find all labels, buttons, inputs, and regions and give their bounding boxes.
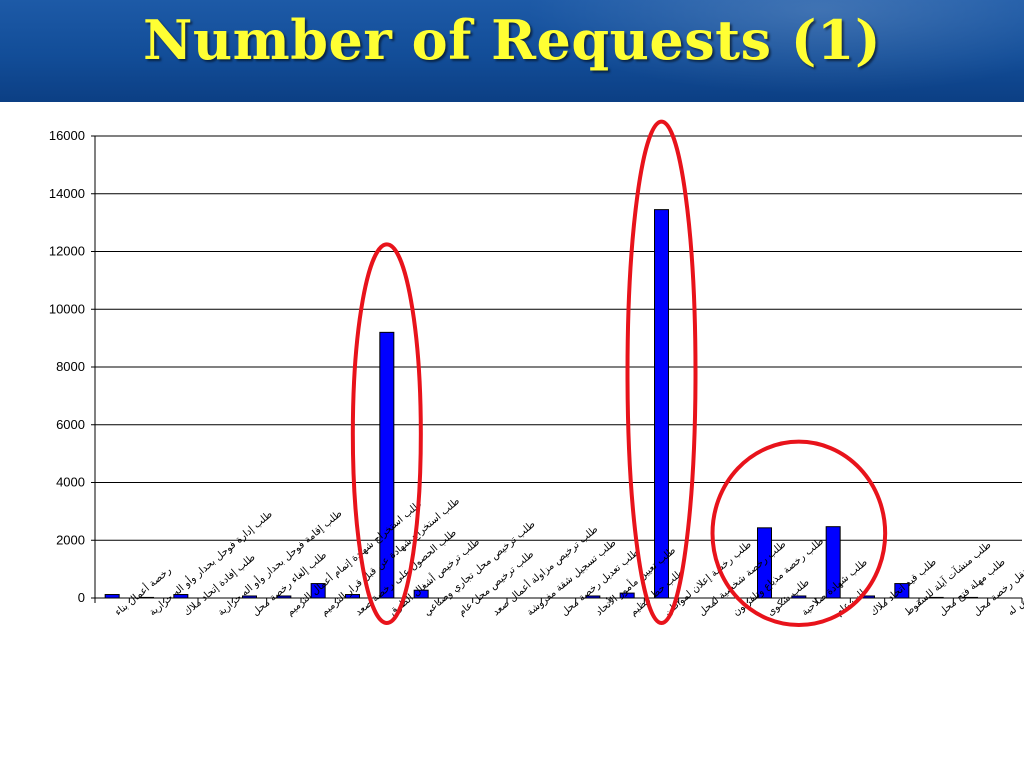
x-category-label: طلب إقامة فوحل بحدار وأو اله حرارية [215,507,345,619]
highlight-ellipses [350,119,888,628]
y-axis-tick-labels: 0 2000 4000 6000 8000 10000 12000 14000 16000 [49,128,85,605]
y-tick-label: 0 [78,590,85,605]
highlight-ellipse [350,242,423,625]
y-tick-label: 2000 [56,532,85,547]
y-tick-label: 8000 [56,359,85,374]
y-tick-label: 6000 [56,417,85,432]
y-tick-label: 16000 [49,128,85,143]
slide-title: Number of Requests (1) [143,8,881,72]
gridlines [91,135,1022,599]
highlight-ellipse [625,119,698,625]
highlight-ellipse [710,439,888,628]
y-tick-label: 4000 [56,475,85,490]
bar [654,209,669,599]
title-banner: Number of Requests (1) [0,0,1024,102]
y-tick-label: 10000 [49,301,85,316]
x-category-label: رخصة أعمال بناء [112,563,174,618]
x-category-label: طلب نقل رخصة محل لوفاة المرخص له [1006,504,1024,619]
y-tick-label: 12000 [49,244,85,259]
requests-bar-chart: 0 2000 4000 6000 8000 10000 12000 14000 16000 رخ… [49,119,1024,628]
bar [104,594,120,599]
y-tick-label: 14000 [49,186,85,201]
axes [94,136,1023,603]
x-category-label: طلب إدارة فوحل بحدار وأو اله حرارية [146,507,275,618]
banner-glow [0,0,1024,102]
